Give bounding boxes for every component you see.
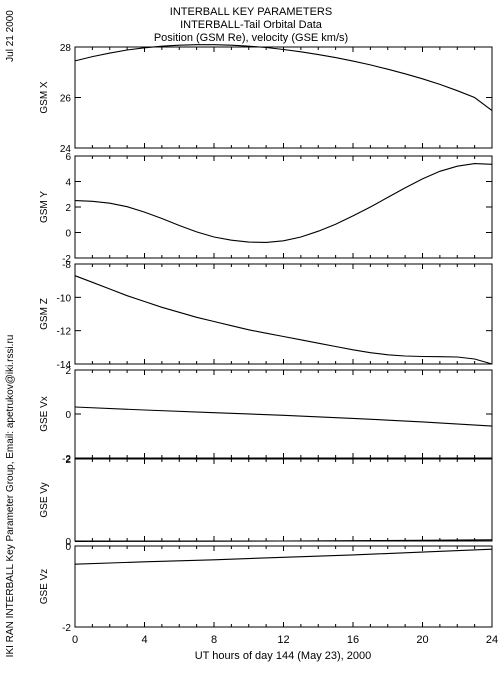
y-tick-label-gse-vy: 0 [65, 537, 71, 548]
y-tick-label-gsm-y: 2 [65, 203, 71, 214]
y-tick-label-gsm-y: 4 [65, 178, 71, 189]
x-tick-label: 16 [347, 634, 359, 646]
series-line-gsm-x [74, 44, 493, 112]
y-tick-label-gsm-x: 28 [60, 43, 72, 54]
panel-gse-vy: 0 2 GSE Vy [39, 455, 493, 548]
y-tick-label-gsm-x: 26 [60, 94, 72, 105]
y-tick-label-gsm-z: -12 [57, 327, 72, 338]
y-tick-label-gsm-y: -2 [62, 254, 71, 265]
y-tick-label-gse-vx: 2 [65, 366, 71, 377]
panel-gsm-y: -2 0 2 4 6 GSM Y [39, 152, 493, 265]
series-line-gsm-y [74, 163, 493, 243]
y-tick-label-gsm-z: -10 [57, 293, 72, 304]
y-axis-label-gse-vz: GSE Vz [39, 569, 50, 605]
y-axis-label-gse-vy: GSE Vy [39, 482, 50, 517]
panel-frame-gsm-x [74, 46, 493, 149]
y-tick-label-gsm-y: 0 [65, 229, 71, 240]
y-tick-label-gse-vy: 2 [65, 455, 71, 466]
y-axis-label-gse-vx: GSE Vx [39, 396, 50, 432]
x-tick-labels: 0 4 8 12 16 20 24 [72, 634, 498, 646]
x-tick-label: 8 [211, 634, 217, 646]
header-line-2: INTERBALL-Tail Orbital Data [180, 19, 323, 31]
x-axis-label: UT hours of day 144 (May 23), 2000 [195, 650, 372, 662]
series-line-gse-vy [74, 539, 493, 542]
y-axis-label-gsm-y: GSM Y [39, 191, 50, 223]
header-line-3: Position (GSM Re), velocity (GSE km/s) [154, 32, 348, 44]
series-line-gse-vz [74, 548, 493, 565]
y-tick-label-gse-vz: 0 [65, 542, 71, 553]
side-credit: IKI RAN INTERBALL Key Parameter Group, E… [5, 335, 16, 658]
series-line-gsm-z [74, 275, 493, 365]
panel-frame-gse-vy [74, 458, 493, 542]
y-tick-label-gse-vz: -2 [62, 623, 71, 634]
header-line-1: INTERBALL KEY PARAMETERS [170, 6, 332, 18]
y-tick-label-gse-vx: -2 [62, 454, 71, 465]
panel-gsm-z: -14 -12 -10 -8 GSM Z [39, 260, 493, 371]
x-tick-label: 4 [141, 634, 147, 646]
panel-frame-gse-vx [74, 369, 493, 459]
panel-frame-gsm-y [74, 155, 493, 259]
x-tick-label: 12 [277, 634, 289, 646]
panel-gse-vz: -2 0 GSE Vz [39, 542, 493, 634]
y-tick-label-gsm-z: -8 [62, 260, 71, 271]
y-tick-label-gsm-y: 6 [65, 152, 71, 163]
panel-frame-gsm-z [74, 263, 493, 365]
series-line-gse-vx [74, 406, 493, 427]
x-tick-label: 0 [72, 634, 78, 646]
panel-gsm-x: 24 26 28 GSM X [39, 43, 493, 155]
y-tick-label-gsm-z: -14 [57, 360, 72, 371]
y-axis-label-gsm-x: GSM X [39, 81, 50, 114]
x-tick-label: 24 [486, 634, 498, 646]
x-tick-label: 20 [416, 634, 428, 646]
y-axis-label-gsm-z: GSM Z [39, 298, 50, 330]
panel-gse-vx: -2 0 2 GSE Vx [39, 366, 493, 465]
y-tick-label-gse-vx: 0 [65, 410, 71, 421]
panel-frame-gse-vz [74, 545, 493, 628]
side-date: Jul 21 2000 [5, 10, 16, 62]
y-tick-label-gsm-x: 24 [60, 144, 72, 155]
